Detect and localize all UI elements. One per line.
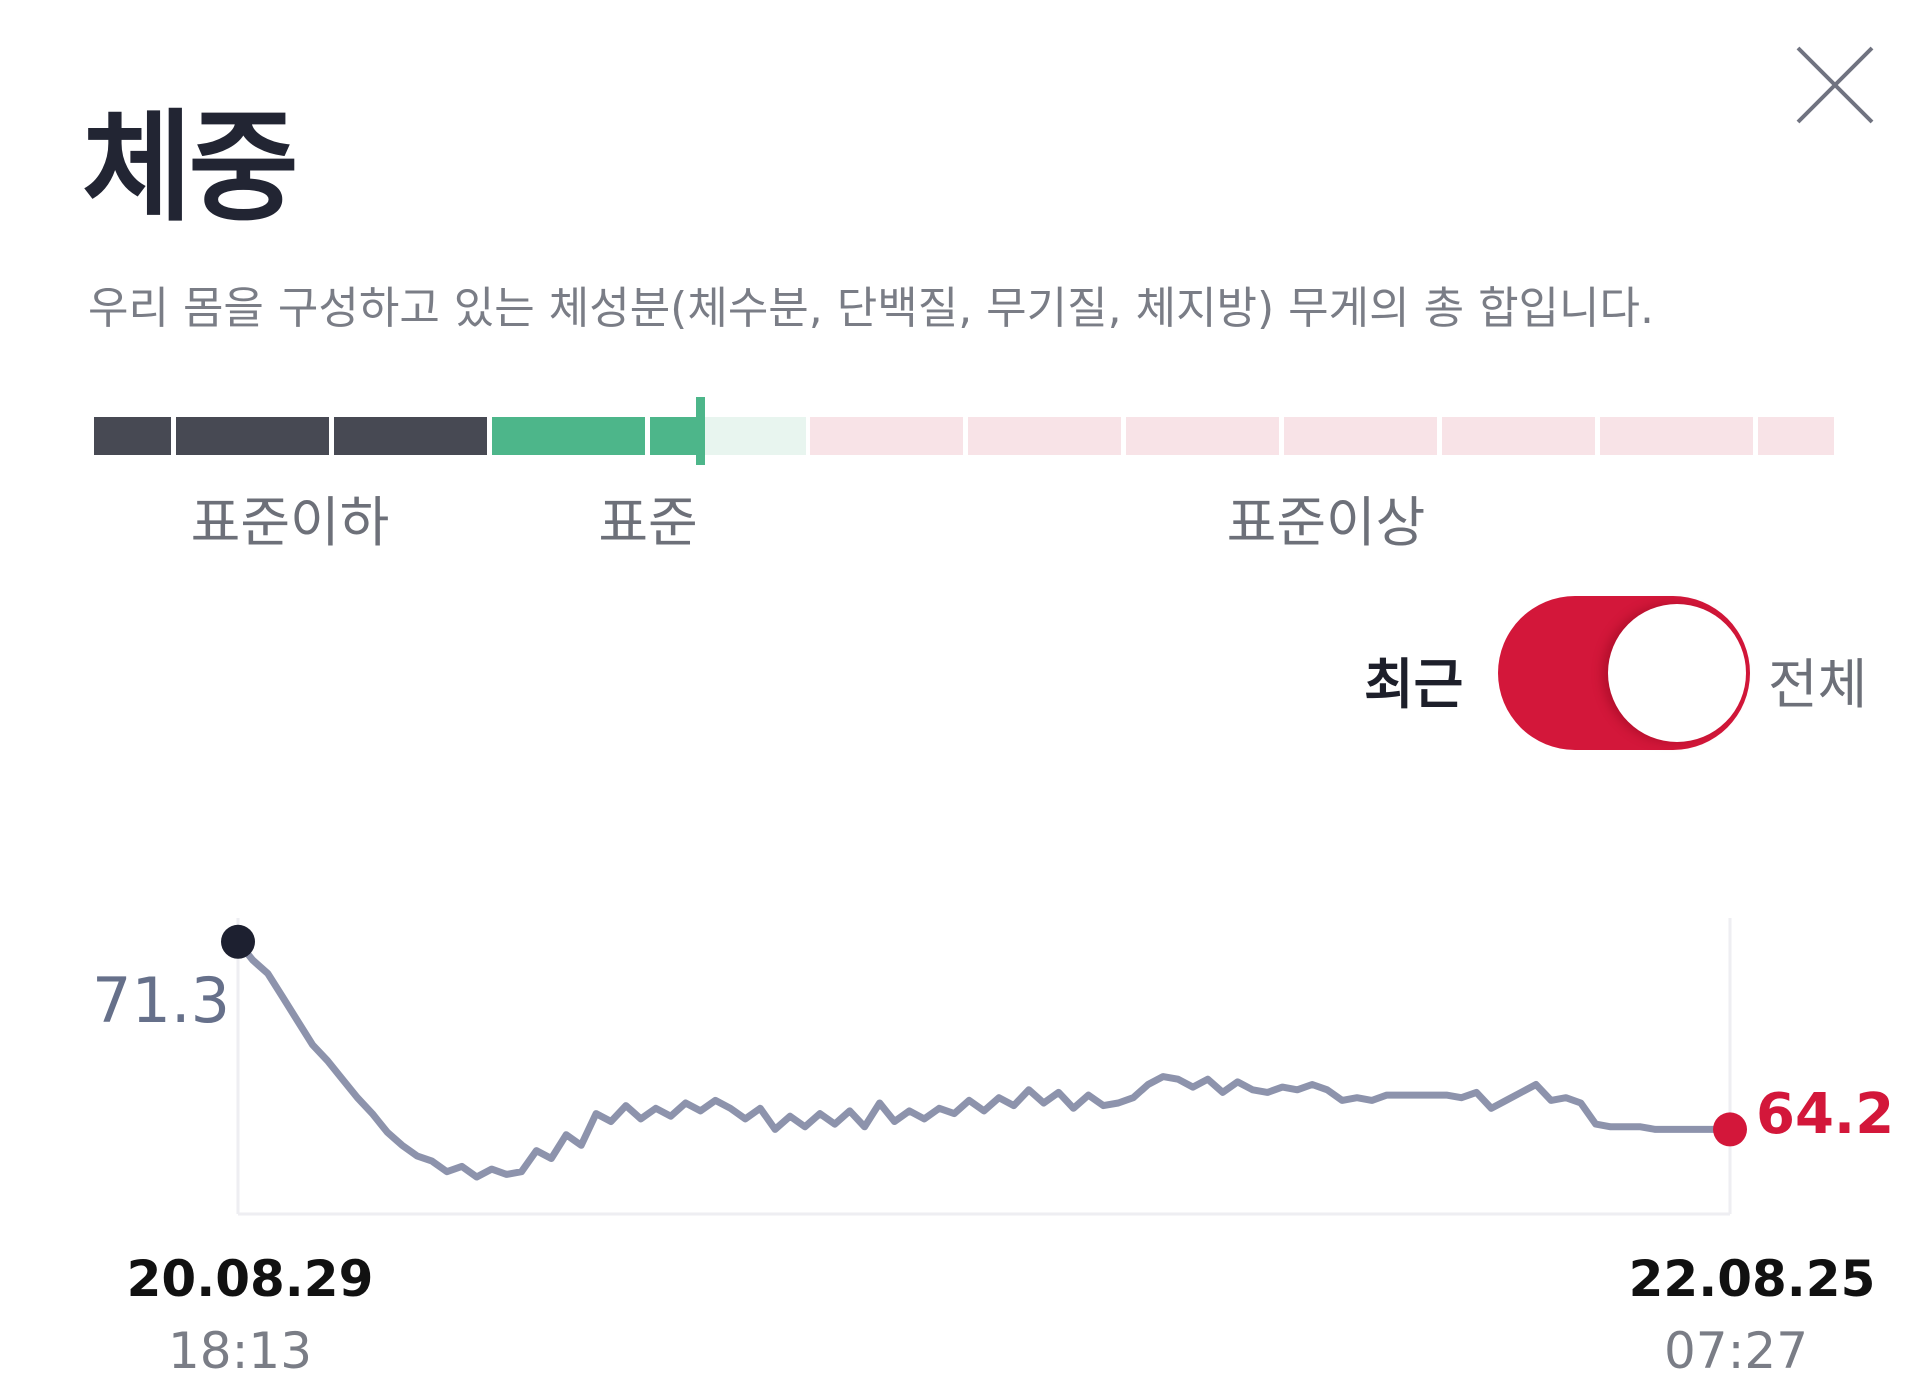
period-toggle-switch[interactable] (1498, 596, 1750, 750)
weight-series-line (234, 938, 1734, 1181)
scale-segment (810, 417, 963, 455)
scale-segment (650, 417, 702, 455)
scale-segment (1284, 417, 1437, 455)
start-value-label: 71.3 (92, 964, 231, 1037)
scale-segment (94, 417, 171, 455)
scale-label-below: 표준이하 (190, 491, 390, 554)
range-scale-bar (94, 397, 1834, 465)
scale-segment (968, 417, 1121, 455)
scale-segment (1758, 417, 1834, 455)
close-icon[interactable] (1790, 40, 1880, 130)
start-point (221, 924, 255, 959)
current-value-marker (696, 397, 705, 465)
start-time-label: 18:13 (167, 1322, 313, 1380)
scale-label-standard: 표준 (598, 491, 698, 554)
end-point (1713, 1112, 1747, 1147)
end-date-label: 22.08.25 (1628, 1250, 1876, 1308)
scale-segment (1126, 417, 1279, 455)
start-date-label: 20.08.29 (126, 1250, 374, 1308)
scale-segment (1442, 417, 1595, 455)
toggle-knob (1608, 604, 1746, 742)
end-value-label: 64.2 (1756, 1082, 1895, 1147)
scale-segment (702, 417, 806, 455)
toggle-label-recent[interactable]: 최근 (1364, 653, 1464, 716)
page-title: 체중 (82, 99, 299, 238)
scale-segment (334, 417, 487, 455)
end-time-label: 07:27 (1663, 1322, 1809, 1380)
scale-label-above: 표준이상 (1226, 491, 1426, 554)
scale-segment (492, 417, 645, 455)
scale-segment (1600, 417, 1753, 455)
toggle-label-all[interactable]: 전체 (1768, 653, 1868, 716)
description-text: 우리 몸을 구성하고 있는 체성분(체수분, 단백질, 무기질, 체지방) 무게… (88, 283, 1654, 334)
scale-segment (176, 417, 329, 455)
